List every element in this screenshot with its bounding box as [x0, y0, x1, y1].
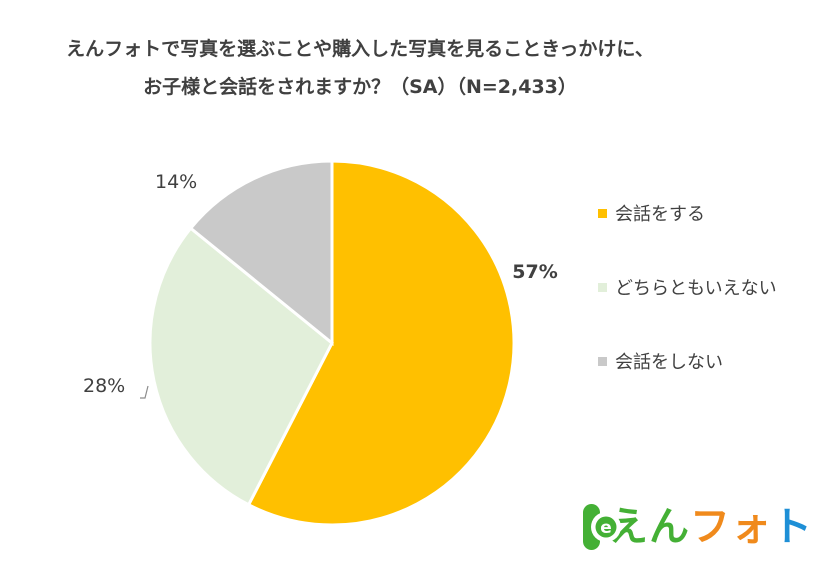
- slice-label-no-talk: 14%: [155, 171, 197, 193]
- legend-swatch-no-talk: [598, 356, 607, 366]
- legend-item-no-talk: 会話をしない: [598, 348, 723, 374]
- slice-neutral: [148, 226, 334, 507]
- slice-talk: [246, 159, 516, 527]
- slice-no-talk: [188, 159, 334, 347]
- logo-wordmark: えんフォト: [608, 507, 813, 547]
- logo-text-part-3: ト: [772, 504, 813, 550]
- legend-label-talk: 会話をする: [615, 204, 705, 225]
- slice-label-talk: 57%: [512, 261, 557, 283]
- slice-label-neutral: 28%: [83, 375, 125, 397]
- logo-text-part-2: フォ: [690, 504, 772, 550]
- chart-title: えんフォトで写真を選ぶことや購入した写真を見ることきっかけに、 お子様と会話をさ…: [0, 30, 720, 106]
- legend-item-talk: 会話をする: [598, 200, 705, 226]
- svg-text:e: e: [600, 518, 612, 538]
- legend-swatch-neutral: [598, 282, 607, 292]
- logo-text-part-1: えん: [608, 504, 690, 550]
- legend-label-neutral: どちらともいえない: [615, 278, 777, 299]
- enphoto-logo: e えんフォト: [583, 500, 813, 554]
- legend-label-no-talk: 会話をしない: [615, 352, 723, 373]
- logo-badge-icon: e: [583, 504, 621, 550]
- chart-title-line-2: お子様と会話をされますか？（SA）（N=2,433）: [143, 76, 577, 98]
- legend-swatch-talk: [598, 208, 607, 218]
- legend-item-neutral: どちらともいえない: [598, 274, 777, 300]
- chart-title-line-1: えんフォトで写真を選ぶことや購入した写真を見ることきっかけに、: [66, 38, 654, 60]
- leader-line-neutral: [140, 385, 149, 399]
